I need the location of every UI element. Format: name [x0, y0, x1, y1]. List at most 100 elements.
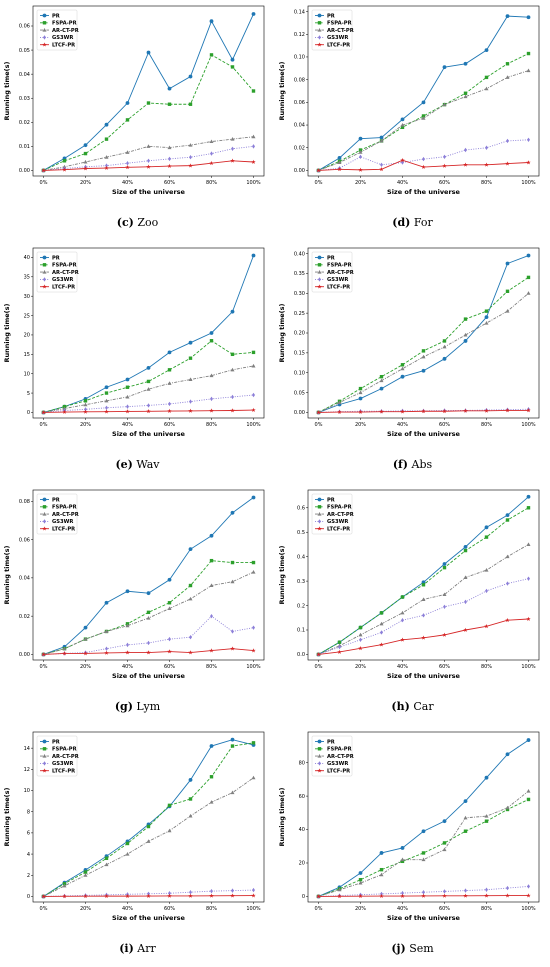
data-point: [84, 407, 87, 412]
data-point: [146, 164, 151, 169]
x-tick-label: 40%: [122, 180, 133, 186]
data-point: [400, 595, 405, 599]
y-tick-label: 0: [302, 894, 305, 900]
legend-entry: FSPA-PR: [52, 21, 77, 27]
data-point: [484, 819, 489, 823]
data-point: [104, 856, 109, 861]
series-line: [318, 799, 529, 897]
data-point: [485, 145, 488, 150]
data-point: [443, 154, 446, 160]
legend-marker: [317, 263, 322, 267]
data-point: [484, 535, 489, 539]
data-point: [209, 160, 214, 166]
data-point: [62, 894, 67, 899]
data-point: [83, 637, 88, 641]
y-tick-label: 12: [24, 767, 30, 773]
data-point: [167, 601, 172, 605]
legend-entry: FSPA-PR: [327, 505, 352, 511]
data-point: [62, 883, 67, 888]
data-point: [104, 893, 109, 898]
data-point: [379, 893, 384, 898]
data-point: [83, 402, 88, 407]
legend-entry: AR-CT-PR: [327, 270, 354, 276]
legend-entry: FSPA-PR: [327, 263, 352, 269]
y-tick-label: 80: [299, 760, 305, 766]
y-tick-label: 8: [27, 809, 30, 815]
x-tick-label: 20%: [355, 180, 366, 186]
y-tick-label: 0.00: [294, 168, 305, 174]
data-point: [146, 101, 151, 105]
data-point: [505, 807, 510, 812]
legend-marker: [42, 28, 47, 32]
data-point: [463, 162, 468, 167]
data-point: [146, 610, 151, 615]
data-point: [484, 309, 489, 313]
y-axis-label: Running time(s): [278, 787, 286, 846]
panel-caption: (d) For: [275, 216, 550, 229]
series-line: [43, 777, 254, 897]
data-point: [125, 623, 130, 628]
data-point: [484, 86, 489, 91]
data-point: [358, 136, 363, 141]
x-axis-label: Size of the universe: [112, 430, 186, 438]
legend-marker: [317, 747, 322, 751]
data-point: [126, 161, 129, 166]
y-tick-label: 0.1: [297, 628, 305, 634]
panel-caption: (g) Lym: [0, 700, 275, 713]
y-tick-label: 0.6: [297, 505, 305, 511]
data-point: [358, 148, 363, 152]
series-ltcf-pr: [316, 157, 531, 173]
data-point: [167, 368, 172, 372]
data-point: [506, 138, 509, 144]
legend-marker: [42, 21, 47, 25]
data-point: [463, 544, 468, 549]
plot-frame: [307, 489, 540, 661]
y-tick-label: 0.05: [294, 390, 305, 396]
x-tick-label: 0%: [40, 422, 48, 428]
x-tick-label: 40%: [397, 422, 408, 428]
data-point: [167, 350, 172, 355]
data-point: [421, 635, 426, 640]
panel-caption: (f) Abs: [275, 458, 550, 471]
data-point: [188, 893, 193, 898]
data-point: [231, 888, 234, 893]
panel-letter: (f): [392, 458, 408, 471]
data-point: [209, 744, 214, 748]
legend-marker: [317, 505, 322, 509]
legend-marker: [42, 505, 47, 509]
data-point: [484, 893, 489, 898]
data-point: [230, 510, 235, 515]
data-point: [209, 533, 214, 538]
data-point: [526, 893, 531, 898]
data-point: [379, 409, 384, 414]
legend-marker: [42, 768, 47, 773]
y-tick-label: 0.03: [19, 96, 30, 102]
data-point: [167, 606, 172, 610]
x-tick-label: 60%: [164, 664, 175, 670]
x-tick-label: 60%: [164, 422, 175, 428]
series-line: [43, 365, 254, 413]
data-point: [83, 409, 88, 414]
data-point: [463, 575, 468, 579]
legend-marker: [317, 270, 322, 274]
legend-entry: PR: [52, 739, 60, 745]
data-point: [209, 53, 214, 57]
data-point: [526, 788, 531, 793]
data-point: [167, 102, 172, 106]
data-point: [146, 615, 151, 620]
data-point: [146, 50, 151, 55]
x-tick-label: 100%: [521, 906, 536, 912]
data-point: [442, 163, 447, 168]
legend-entry: FSPA-PR: [52, 747, 77, 753]
legend-marker: [317, 28, 322, 32]
legend-marker: [42, 42, 47, 47]
data-point: [230, 790, 235, 795]
data-point: [83, 625, 88, 630]
data-point: [41, 652, 46, 657]
legend-marker: [318, 277, 321, 282]
x-axis-label: Size of the universe: [387, 672, 461, 680]
plot-frame: [307, 731, 540, 903]
data-point: [484, 408, 489, 413]
panel-caption: (e) Wav: [0, 458, 275, 471]
